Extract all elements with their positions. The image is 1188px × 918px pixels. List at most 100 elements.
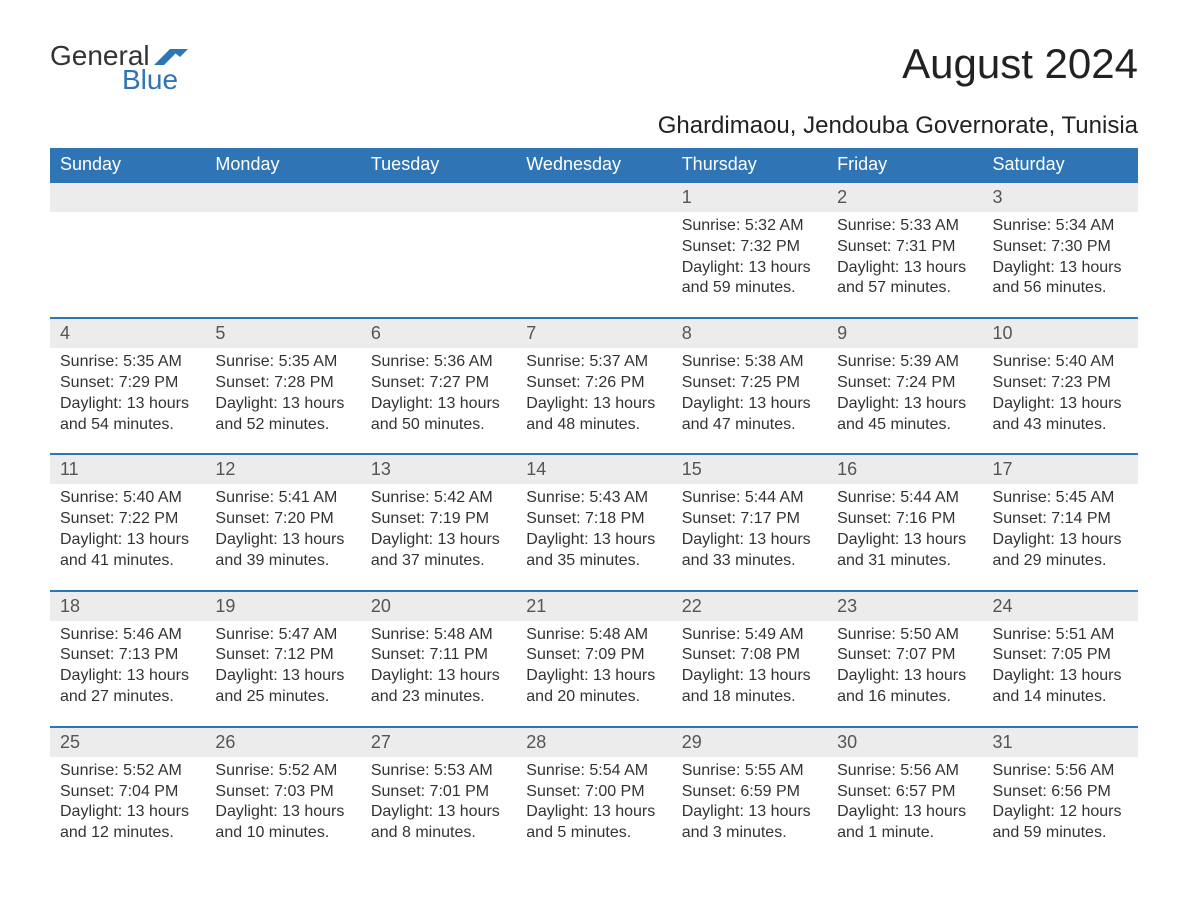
day-header: Friday	[827, 148, 982, 183]
daylight-text: Daylight: 13 hours and 31 minutes.	[837, 530, 972, 572]
daynum-cell: 6	[361, 318, 516, 348]
sunset-text: Sunset: 7:25 PM	[682, 373, 817, 394]
day-cell	[205, 212, 360, 318]
week-daynum-row: 123	[50, 183, 1138, 212]
daynum-cell: 26	[205, 727, 360, 757]
day-cell: Sunrise: 5:56 AMSunset: 6:56 PMDaylight:…	[983, 757, 1138, 862]
day-number: 22	[682, 596, 702, 616]
day-number: 28	[526, 732, 546, 752]
day-details: Sunrise: 5:52 AMSunset: 7:03 PMDaylight:…	[211, 757, 354, 844]
day-details: Sunrise: 5:49 AMSunset: 7:08 PMDaylight:…	[678, 621, 821, 708]
week-body-row: Sunrise: 5:35 AM Sunset: 7:29 PM Daylight:…	[50, 348, 1138, 454]
header: General Blue August 2024	[50, 40, 1138, 96]
day-number: 17	[993, 459, 1013, 479]
week-daynum-row: 45678910	[50, 318, 1138, 348]
sunrise-text: Sunrise: 5:46 AM	[60, 625, 195, 646]
daynum-cell: 7	[516, 318, 671, 348]
sunrise-text: Sunrise: 5:36 AM	[371, 352, 506, 373]
day-details: Sunrise: 5:53 AMSunset: 7:01 PMDaylight:…	[367, 757, 510, 844]
sunrise-text: Sunrise: 5:35 AM	[215, 352, 350, 373]
day-cell: Sunrise: 5:40 AMSunset: 7:23 PMDaylight:…	[983, 348, 1138, 454]
day-number: 8	[682, 323, 692, 343]
day-details: Sunrise: 5:40 AMSunset: 7:22 PMDaylight:…	[56, 484, 199, 571]
sunset-text: Sunset: 6:59 PM	[682, 782, 817, 803]
sunset-text: Sunset: 7:30 PM	[993, 237, 1128, 258]
day-number: 16	[837, 459, 857, 479]
day-details: Sunrise: 5:52 AMSunset: 7:04 PMDaylight:…	[56, 757, 199, 844]
calendar-document: General Blue August 2024 Ghardimaou, Jen…	[0, 0, 1188, 882]
daylight-text: Daylight: 13 hours and 56 minutes.	[993, 258, 1128, 300]
day-number: 12	[215, 459, 235, 479]
sunset-text: Sunset: 6:57 PM	[837, 782, 972, 803]
day-cell: Sunrise: 5:44 AMSunset: 7:17 PMDaylight:…	[672, 484, 827, 590]
daynum-cell: 20	[361, 591, 516, 621]
day-number: 25	[60, 732, 80, 752]
day-details: Sunrise: 5:34 AMSunset: 7:30 PMDaylight:…	[989, 212, 1132, 299]
daynum-cell: 21	[516, 591, 671, 621]
sunrise-text: Sunrise: 5:37 AM	[526, 352, 661, 373]
sunset-text: Sunset: 7:19 PM	[371, 509, 506, 530]
sunset-text: Sunset: 7:29 PM	[60, 373, 195, 394]
day-details: Sunrise: 5:45 AMSunset: 7:14 PMDaylight:…	[989, 484, 1132, 571]
daynum-cell: 13	[361, 454, 516, 484]
day-number: 27	[371, 732, 391, 752]
sunset-text: Sunset: 7:18 PM	[526, 509, 661, 530]
daylight-text: Daylight: 12 hours and 59 minutes.	[993, 802, 1128, 844]
sunrise-text: Sunrise: 5:50 AM	[837, 625, 972, 646]
day-cell: Sunrise: 5:35 AMSunset: 7:29 PMDaylight:…	[50, 348, 205, 454]
sunrise-text: Sunrise: 5:40 AM	[993, 352, 1128, 373]
day-cell: Sunrise: 5:55 AMSunset: 6:59 PMDaylight:…	[672, 757, 827, 862]
sunset-text: Sunset: 7:12 PM	[215, 645, 350, 666]
daynum-cell: 4	[50, 318, 205, 348]
daylight-text: Daylight: 13 hours and 50 minutes.	[371, 394, 506, 436]
sunset-text: Sunset: 7:03 PM	[215, 782, 350, 803]
daylight-text: Daylight: 13 hours and 57 minutes.	[837, 258, 972, 300]
day-cell: Sunrise: 5:44 AMSunset: 7:16 PMDaylight:…	[827, 484, 982, 590]
daynum-cell: 2	[827, 183, 982, 212]
day-header: Sunday	[50, 148, 205, 183]
daylight-text: Daylight: 13 hours and 16 minutes.	[837, 666, 972, 708]
sunrise-text: Sunrise: 5:56 AM	[837, 761, 972, 782]
day-cell: Sunrise: 5:52 AMSunset: 7:03 PMDaylight:…	[205, 757, 360, 862]
day-number: 30	[837, 732, 857, 752]
day-details: Sunrise: 5:38 AMSunset: 7:25 PMDaylight:…	[678, 348, 821, 435]
daynum-cell: 27	[361, 727, 516, 757]
day-cell: Sunrise: 5:38 AMSunset: 7:25 PMDaylight:…	[672, 348, 827, 454]
day-cell	[50, 212, 205, 318]
day-number: 10	[993, 323, 1013, 343]
logo: General Blue	[50, 40, 188, 96]
sunrise-text: Sunrise: 5:41 AM	[215, 488, 350, 509]
sunrise-text: Sunrise: 5:48 AM	[526, 625, 661, 646]
day-number: 18	[60, 596, 80, 616]
sunset-text: Sunset: 6:56 PM	[993, 782, 1128, 803]
daynum-cell: 31	[983, 727, 1138, 757]
daynum-cell: 25	[50, 727, 205, 757]
sunset-text: Sunset: 7:13 PM	[60, 645, 195, 666]
daynum-cell: 11	[50, 454, 205, 484]
day-number: 3	[993, 187, 1003, 207]
day-number: 2	[837, 187, 847, 207]
daylight-text: Daylight: 13 hours and 33 minutes.	[682, 530, 817, 572]
day-header-row: Sunday Monday Tuesday Wednesday Thursday…	[50, 148, 1138, 183]
title-block: August 2024	[902, 40, 1138, 88]
sunset-text: Sunset: 7:04 PM	[60, 782, 195, 803]
sunset-text: Sunset: 7:11 PM	[371, 645, 506, 666]
week-daynum-row: 11121314151617	[50, 454, 1138, 484]
day-cell: Sunrise: 5:39 AMSunset: 7:24 PMDaylight:…	[827, 348, 982, 454]
day-number: 20	[371, 596, 391, 616]
daylight-text: Daylight: 13 hours and 20 minutes.	[526, 666, 661, 708]
sunset-text: Sunset: 7:28 PM	[215, 373, 350, 394]
day-header: Tuesday	[361, 148, 516, 183]
day-number: 29	[682, 732, 702, 752]
daylight-text: Daylight: 13 hours and 43 minutes.	[993, 394, 1128, 436]
day-number: 4	[60, 323, 70, 343]
daylight-text: Daylight: 13 hours and 45 minutes.	[837, 394, 972, 436]
daynum-cell: 19	[205, 591, 360, 621]
sunset-text: Sunset: 7:09 PM	[526, 645, 661, 666]
day-number: 15	[682, 459, 702, 479]
sunrise-text: Sunrise: 5:39 AM	[837, 352, 972, 373]
day-cell: Sunrise: 5:49 AMSunset: 7:08 PMDaylight:…	[672, 621, 827, 727]
sunrise-text: Sunrise: 5:48 AM	[371, 625, 506, 646]
daylight-text: Daylight: 13 hours and 52 minutes.	[215, 394, 350, 436]
daynum-cell: 28	[516, 727, 671, 757]
